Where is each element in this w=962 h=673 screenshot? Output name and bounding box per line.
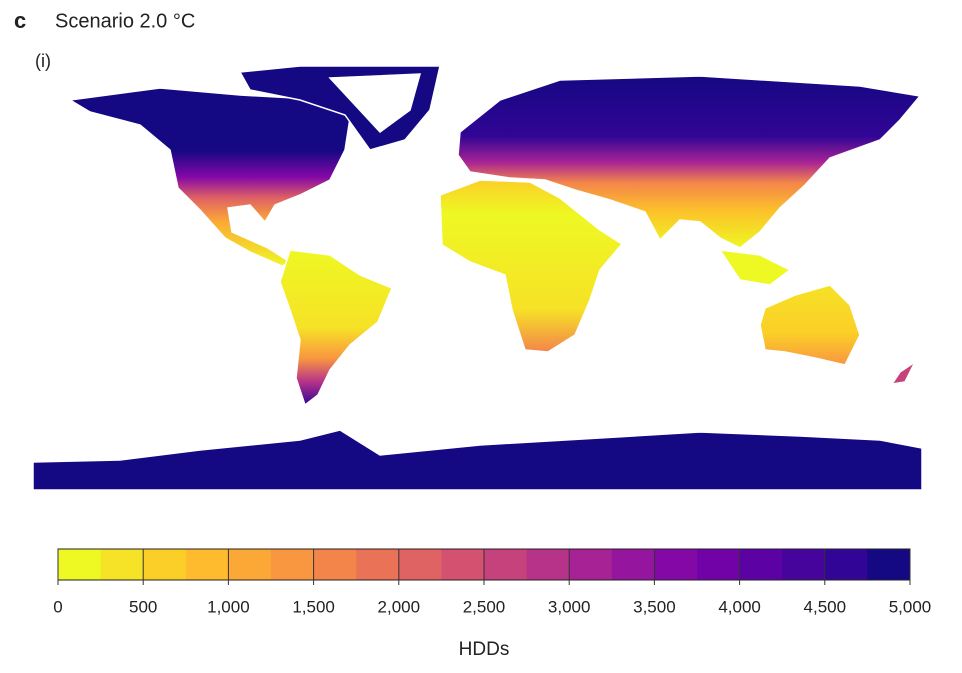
colorbar-bin bbox=[739, 549, 783, 580]
colorbar-bin bbox=[697, 549, 741, 580]
colorbar-bin bbox=[867, 549, 911, 580]
colorbar-bin bbox=[58, 549, 102, 580]
colorbar-label: HDDs bbox=[459, 639, 510, 660]
antarctica bbox=[32, 429, 923, 491]
colorbar-bin bbox=[185, 549, 229, 580]
colorbar-bin bbox=[611, 549, 655, 580]
colorbar-bin bbox=[441, 549, 485, 580]
colorbar-bin bbox=[484, 549, 528, 580]
colorbar-bin bbox=[100, 549, 144, 580]
colorbar-bin bbox=[398, 549, 442, 580]
north-america bbox=[67, 87, 351, 267]
colorbar: 0 500 1,000 1,500 2,000 2,500 3,000 3,500 4,000 4… bbox=[53, 548, 932, 616]
colorbar-bin bbox=[313, 549, 357, 580]
colorbar-bin bbox=[654, 549, 698, 580]
tick-label: 2,500 bbox=[463, 597, 506, 616]
tick-label: 4,000 bbox=[718, 597, 761, 616]
colorbar-bin bbox=[143, 549, 187, 580]
tick-label: 3,000 bbox=[548, 597, 591, 616]
australia bbox=[759, 284, 861, 366]
south-america bbox=[279, 249, 393, 407]
tick-label: 4,500 bbox=[804, 597, 847, 616]
tick-label: 5,000 bbox=[889, 597, 932, 616]
colorbar-bin bbox=[228, 549, 272, 580]
tick-label: 1,000 bbox=[207, 597, 250, 616]
colorbar-bin bbox=[271, 549, 315, 580]
colorbar-bin bbox=[782, 549, 826, 580]
tick-label: 1,500 bbox=[292, 597, 335, 616]
title: Scenario 2.0 °C bbox=[55, 10, 195, 32]
tick-label: 500 bbox=[129, 597, 157, 616]
colorbar-bin bbox=[569, 549, 613, 580]
africa bbox=[439, 179, 624, 353]
world-map bbox=[32, 65, 923, 491]
subpanel-label: (i) bbox=[35, 51, 51, 71]
eurasia bbox=[457, 75, 922, 249]
panel-label: c bbox=[14, 8, 26, 33]
colorbar-bin bbox=[824, 549, 868, 580]
tick-label: 2,000 bbox=[378, 597, 421, 616]
colorbar-bin bbox=[356, 549, 400, 580]
new-zealand bbox=[890, 359, 917, 386]
colorbar-bin bbox=[526, 549, 570, 580]
tick-label: 0 bbox=[53, 597, 62, 616]
southeast-asia bbox=[718, 249, 792, 286]
tick-label: 3,500 bbox=[633, 597, 676, 616]
greenland bbox=[328, 73, 421, 134]
